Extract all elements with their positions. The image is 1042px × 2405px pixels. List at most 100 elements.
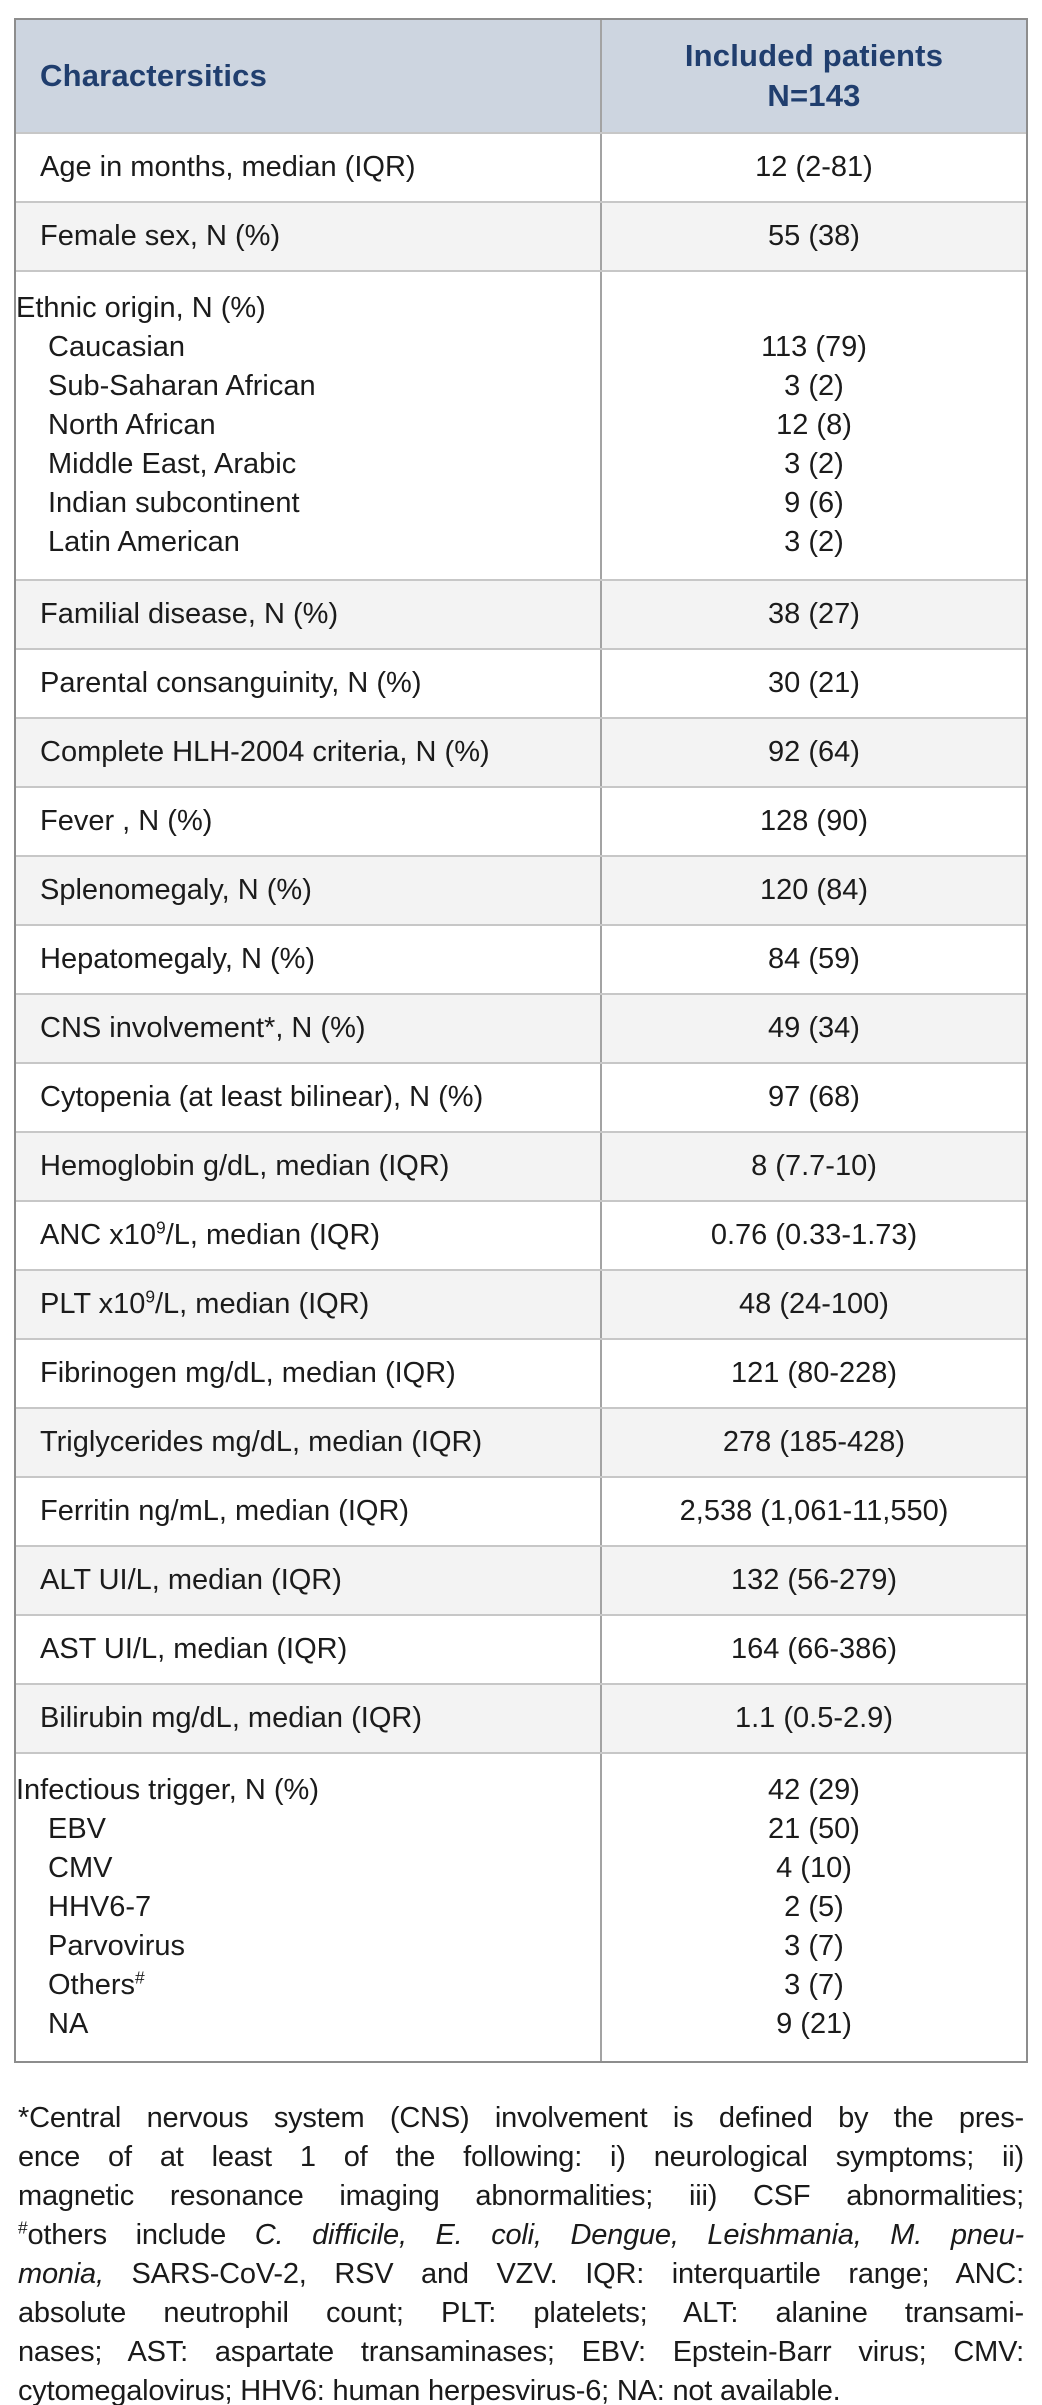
table-body: Age in months, median (IQR) 12 (2-81) Fema… bbox=[16, 132, 1026, 2061]
row-value-cell: 132 (56-279) bbox=[602, 1547, 1026, 1614]
text: /L, median (IQR) bbox=[165, 1219, 381, 1251]
text: nases; AST: aspartate transaminases; EBV… bbox=[18, 2336, 1024, 2368]
table-row: PLT x109/L, median (IQR) 48 (24-100) bbox=[16, 1269, 1026, 1338]
header-included-patients-line1: Included patients bbox=[684, 38, 944, 73]
text: Complete HLH-2004 criteria, N (%) bbox=[40, 736, 490, 768]
text: EBV bbox=[48, 1813, 107, 1845]
text: Splenomegaly, N (%) bbox=[40, 874, 312, 906]
text: Cytopenia (at least bilinear), N (%) bbox=[40, 1081, 484, 1113]
row-label-line: Hemoglobin g/dL, median (IQR) bbox=[40, 1147, 592, 1186]
row-label-line: Parvovirus bbox=[16, 1927, 600, 1966]
row-value-line: 42 (29) bbox=[768, 1774, 860, 1806]
row-label-line: Ferritin ng/mL, median (IQR) bbox=[40, 1492, 592, 1531]
row-value-line: 9 (21) bbox=[776, 2008, 852, 2040]
row-label-cell: Hepatomegaly, N (%) bbox=[16, 926, 602, 993]
row-label-line: Splenomegaly, N (%) bbox=[40, 871, 592, 910]
row-label-line: Age in months, median (IQR) bbox=[40, 148, 592, 187]
text: Hemoglobin g/dL, median (IQR) bbox=[40, 1150, 450, 1182]
text: Parental consanguinity, N (%) bbox=[40, 667, 422, 699]
text: HHV6-7 bbox=[48, 1891, 152, 1923]
row-value-cell: 164 (66-386) bbox=[602, 1616, 1026, 1683]
text: Parvovirus bbox=[48, 1930, 185, 1962]
row-value-line: 1.1 (0.5-2.9) bbox=[735, 1702, 893, 1734]
table-row: Cytopenia (at least bilinear), N (%) 97 (… bbox=[16, 1062, 1026, 1131]
table-row: Familial disease, N (%) 38 (27) bbox=[16, 579, 1026, 648]
row-label-line: CMV bbox=[16, 1849, 600, 1888]
row-label-cell: Female sex, N (%) bbox=[16, 203, 602, 270]
text: Infectious trigger, N (%) bbox=[16, 1774, 319, 1806]
row-label-line: Parental consanguinity, N (%) bbox=[40, 664, 592, 703]
row-label-cell: Fibrinogen mg/dL, median (IQR) bbox=[16, 1340, 602, 1407]
table-row: Complete HLH-2004 criteria, N (%) 92 (64) bbox=[16, 717, 1026, 786]
row-value-line: 92 (64) bbox=[768, 736, 860, 768]
row-value-cell: 48 (24-100) bbox=[602, 1271, 1026, 1338]
text: Ethnic origin, N (%) bbox=[16, 292, 266, 324]
text: Latin American bbox=[48, 526, 240, 558]
table-row: Female sex, N (%) 55 (38) bbox=[16, 201, 1026, 270]
row-label-cell: Triglycerides mg/dL, median (IQR) bbox=[16, 1409, 602, 1476]
row-value-line: 120 (84) bbox=[759, 874, 868, 906]
table-row: CNS involvement*, N (%) 49 (34) bbox=[16, 993, 1026, 1062]
row-label-cell: Age in months, median (IQR) bbox=[16, 134, 602, 201]
text: Indian subcontinent bbox=[48, 487, 300, 519]
row-label-cell: Infectious trigger, N (%) EBV CMV HHV6-7 Par… bbox=[16, 1754, 602, 2061]
row-label-cell: Bilirubin mg/dL, median (IQR) bbox=[16, 1685, 602, 1752]
text: Sub-Saharan African bbox=[48, 370, 316, 402]
row-label-line: Infectious trigger, N (%) bbox=[16, 1771, 600, 1810]
row-value-line: 12 (8) bbox=[776, 409, 852, 441]
italic-text: C. difficile, E. coli, Dengue, Leishmani… bbox=[254, 2219, 1024, 2251]
text: Fibrinogen mg/dL, median (IQR) bbox=[40, 1357, 456, 1389]
row-value-line: 2 (5) bbox=[784, 1891, 844, 1923]
row-label-line: HHV6-7 bbox=[16, 1888, 600, 1927]
row-label-line: Triglycerides mg/dL, median (IQR) bbox=[40, 1423, 592, 1462]
italic-text: monia, bbox=[18, 2258, 104, 2290]
table-row: Bilirubin mg/dL, median (IQR) 1.1 (0.5-2.… bbox=[16, 1683, 1026, 1752]
row-value-line: 121 (80-228) bbox=[730, 1357, 898, 1389]
table-row: Fever , N (%) 128 (90) bbox=[16, 786, 1026, 855]
text: PLT x10 bbox=[40, 1288, 146, 1320]
row-value-cell: 42 (29) 21 (50) 4 (10) 2 (5) 3 (7) 3 (7) 9 (21… bbox=[602, 1754, 1026, 2061]
row-label-cell: ANC x109/L, median (IQR) bbox=[16, 1202, 602, 1269]
table-row: Infectious trigger, N (%) EBV CMV HHV6-7 Par… bbox=[16, 1752, 1026, 2061]
table-row: Parental consanguinity, N (%) 30 (21) bbox=[16, 648, 1026, 717]
row-value-line: 8 (7.7-10) bbox=[751, 1150, 877, 1182]
text: absolute neutrophil count; PLT: platelet… bbox=[18, 2297, 1024, 2329]
row-label-line: Ethnic origin, N (%) bbox=[16, 289, 600, 328]
row-value-line: 30 (21) bbox=[768, 667, 860, 699]
row-label-cell: Cytopenia (at least bilinear), N (%) bbox=[16, 1064, 602, 1131]
header-included-patients-line2: N=143 bbox=[767, 78, 861, 113]
row-value-cell: 97 (68) bbox=[602, 1064, 1026, 1131]
row-label-line: Latin American bbox=[16, 523, 600, 562]
row-label-line: AST UI/L, median (IQR) bbox=[40, 1630, 592, 1669]
row-value-line: 21 (50) bbox=[768, 1813, 860, 1845]
table-header-row: Charactersitics Included patients N=143 bbox=[16, 20, 1026, 132]
row-label-line: Hepatomegaly, N (%) bbox=[40, 940, 592, 979]
text: Fever , N (%) bbox=[40, 805, 213, 837]
row-value-line: 3 (2) bbox=[784, 526, 844, 558]
row-value-line: 3 (7) bbox=[784, 1969, 844, 2001]
row-label-line: Sub-Saharan African bbox=[16, 367, 600, 406]
row-value-line: 2,538 (1,061-11,550) bbox=[679, 1495, 949, 1527]
row-value-cell: 128 (90) bbox=[602, 788, 1026, 855]
row-value-line: 164 (66-386) bbox=[730, 1633, 898, 1665]
row-value-cell: 8 (7.7-10) bbox=[602, 1133, 1026, 1200]
row-value-cell: 12 (2-81) bbox=[602, 134, 1026, 201]
text: Age in months, median (IQR) bbox=[40, 151, 416, 183]
row-value-line bbox=[602, 289, 1026, 328]
row-label-line: Fibrinogen mg/dL, median (IQR) bbox=[40, 1354, 592, 1393]
row-value-line: 3 (2) bbox=[784, 370, 844, 402]
row-value-line: 55 (38) bbox=[768, 220, 860, 252]
row-label-cell: Complete HLH-2004 criteria, N (%) bbox=[16, 719, 602, 786]
table-row: Age in months, median (IQR) 12 (2-81) bbox=[16, 132, 1026, 201]
row-label-line: Bilirubin mg/dL, median (IQR) bbox=[40, 1699, 592, 1738]
text: Caucasian bbox=[48, 331, 186, 363]
row-label-cell: Ferritin ng/mL, median (IQR) bbox=[16, 1478, 602, 1545]
table-row: Hepatomegaly, N (%) 84 (59) bbox=[16, 924, 1026, 993]
row-value-cell: 2,538 (1,061-11,550) bbox=[602, 1478, 1026, 1545]
row-value-line: 3 (2) bbox=[784, 448, 844, 480]
footnote: *Central nervous system (CNS) involvemen… bbox=[18, 2099, 1024, 2405]
footnote-line: absolute neutrophil count; PLT: platelet… bbox=[18, 2294, 1024, 2333]
row-value-cell: 55 (38) bbox=[602, 203, 1026, 270]
text: AST UI/L, median (IQR) bbox=[40, 1633, 348, 1665]
